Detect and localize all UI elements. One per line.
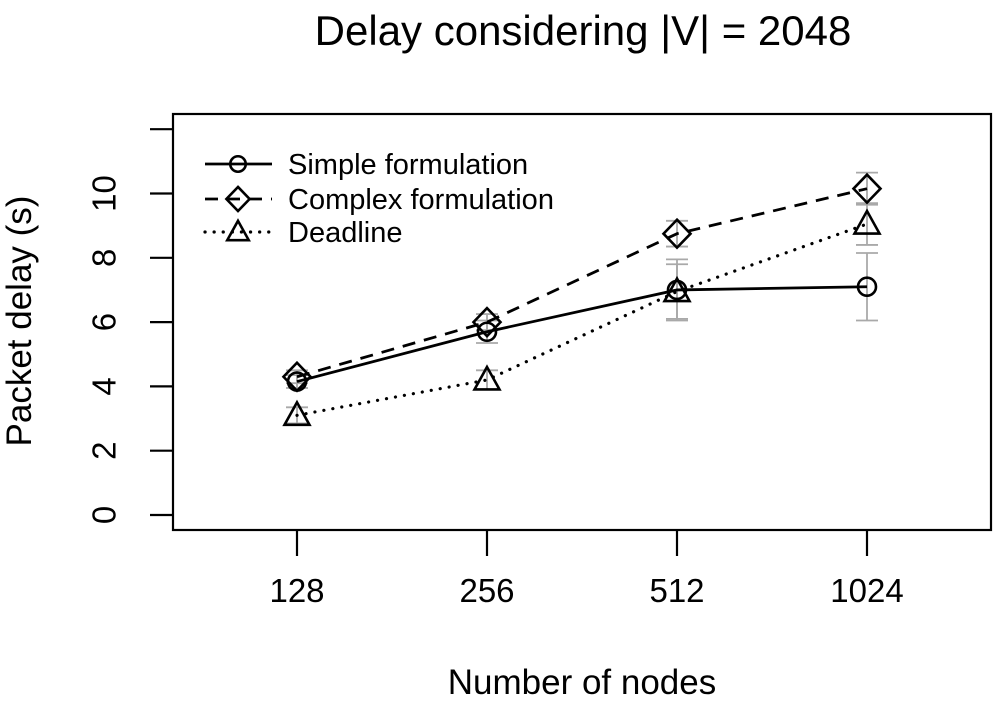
y-tick-label: 10 <box>86 175 123 212</box>
chart-title: Delay considering |V| = 2048 <box>315 7 852 54</box>
series-line-deadline <box>295 222 869 417</box>
legend-label: Simple formulation <box>288 149 528 181</box>
marker-diamond <box>471 306 503 338</box>
legend-label: Complex formulation <box>288 184 554 216</box>
legend-item: Simple formulation <box>205 149 528 181</box>
marker-circle <box>476 321 498 343</box>
legend-item: Deadline <box>203 217 402 249</box>
y-tick-label: 2 <box>86 442 123 460</box>
series-line-complex-formulation <box>296 187 868 379</box>
error-bar <box>856 171 878 206</box>
y-tick-label: 8 <box>86 249 123 267</box>
legend-marker-diamond <box>224 185 252 213</box>
x-tick-label: 256 <box>459 572 514 609</box>
marker-triangle <box>662 275 692 303</box>
marker-diamond <box>661 217 693 250</box>
x-axis-title: Number of nodes <box>448 663 716 702</box>
legend-marker-circle <box>228 154 248 174</box>
y-axis-title: Packet delay (s) <box>0 196 39 447</box>
y-tick-label: 4 <box>86 377 123 395</box>
x-tick-label: 512 <box>649 572 704 609</box>
legend-label: Deadline <box>288 217 402 249</box>
legend-marker-triangle <box>225 218 251 242</box>
legend-item: Complex formulation <box>205 184 554 216</box>
marker-triangle <box>282 399 312 427</box>
marker-triangle <box>472 364 502 391</box>
series-line-simple-formulation <box>296 285 868 383</box>
marker-circle <box>856 276 878 298</box>
x-tick-label: 1024 <box>830 572 903 609</box>
y-tick-label: 6 <box>86 313 123 331</box>
marker-triangle <box>852 208 882 235</box>
marker-diamond <box>281 360 313 393</box>
marker-diamond <box>851 172 883 205</box>
x-tick-label: 128 <box>269 572 324 609</box>
y-tick-label: 0 <box>86 506 123 524</box>
error-bar <box>666 263 688 320</box>
